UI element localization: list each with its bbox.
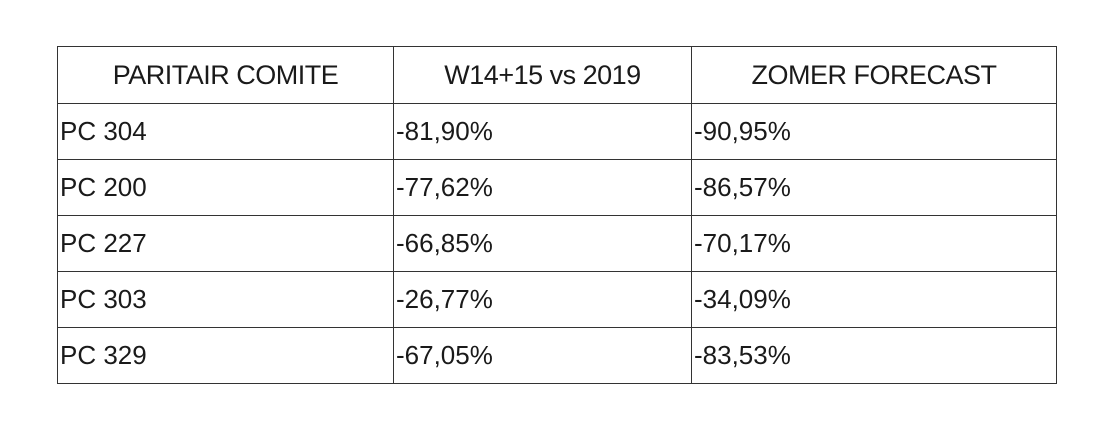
cell-w14-15: -77,62% — [393, 159, 692, 216]
table-row: PC 329 -67,05% -83,53% — [57, 327, 1057, 384]
header-paritair-comite: PARITAIR COMITE — [57, 46, 394, 104]
cell-zomer-forecast: -34,09% — [691, 271, 1057, 328]
table-row: PC 303 -26,77% -34,09% — [57, 271, 1057, 328]
cell-zomer-forecast: -70,17% — [691, 215, 1057, 272]
cell-comite: PC 303 — [57, 271, 394, 328]
cell-comite: PC 200 — [57, 159, 394, 216]
cell-w14-15: -26,77% — [393, 271, 692, 328]
cell-w14-15: -67,05% — [393, 327, 692, 384]
cell-w14-15: -81,90% — [393, 103, 692, 160]
table-row: PC 200 -77,62% -86,57% — [57, 159, 1057, 216]
cell-w14-15: -66,85% — [393, 215, 692, 272]
table-row: PC 304 -81,90% -90,95% — [57, 103, 1057, 160]
cell-comite: PC 329 — [57, 327, 394, 384]
data-table: PARITAIR COMITE W14+15 vs 2019 ZOMER FOR… — [57, 46, 1057, 384]
header-zomer-forecast: ZOMER FORECAST — [691, 46, 1057, 104]
table-row: PC 227 -66,85% -70,17% — [57, 215, 1057, 272]
cell-zomer-forecast: -86,57% — [691, 159, 1057, 216]
cell-zomer-forecast: -90,95% — [691, 103, 1057, 160]
cell-comite: PC 227 — [57, 215, 394, 272]
cell-comite: PC 304 — [57, 103, 394, 160]
cell-zomer-forecast: -83,53% — [691, 327, 1057, 384]
header-w14-15-vs-2019: W14+15 vs 2019 — [393, 46, 692, 104]
header-row: PARITAIR COMITE W14+15 vs 2019 ZOMER FOR… — [57, 46, 1057, 104]
table-body: PC 304 -81,90% -90,95% PC 200 -77,62% -8… — [57, 103, 1057, 384]
table-header: PARITAIR COMITE W14+15 vs 2019 ZOMER FOR… — [57, 46, 1057, 104]
